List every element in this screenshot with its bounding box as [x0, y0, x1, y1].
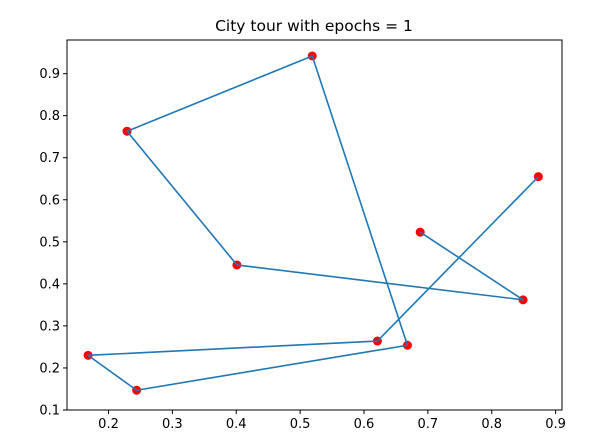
x-tick-label: 0.5 — [290, 417, 311, 432]
x-tick-label: 0.3 — [162, 417, 183, 432]
city-point — [415, 227, 425, 237]
y-tick-label: 0.7 — [39, 151, 60, 166]
y-tick-label: 0.9 — [39, 67, 60, 82]
plot-area — [83, 51, 543, 395]
x-tick-label: 0.7 — [418, 417, 439, 432]
y-tick-label: 0.8 — [39, 109, 60, 124]
chart-title: City tour with epochs = 1 — [215, 17, 413, 35]
y-tick-label: 0.4 — [39, 277, 60, 292]
x-tick-label: 0.6 — [354, 417, 375, 432]
x-tick-label: 0.8 — [481, 417, 502, 432]
x-tick-label: 0.4 — [226, 417, 247, 432]
y-tick-label: 0.6 — [39, 193, 60, 208]
y-tick-label: 0.1 — [39, 404, 60, 419]
y-tick-label: 0.5 — [39, 235, 60, 250]
x-tick-label: 0.9 — [545, 417, 566, 432]
y-tick-label: 0.2 — [39, 361, 60, 376]
axes: 0.2 0.3 0.4 0.5 0.6 0.7 0.8 0.9 0.1 0.2 0.3 0.4 0.5 0… — [39, 39, 566, 432]
tour-line — [87, 55, 539, 392]
axes-frame — [66, 39, 563, 411]
x-tick-label: 0.2 — [98, 417, 119, 432]
y-tick-label: 0.3 — [39, 319, 60, 334]
